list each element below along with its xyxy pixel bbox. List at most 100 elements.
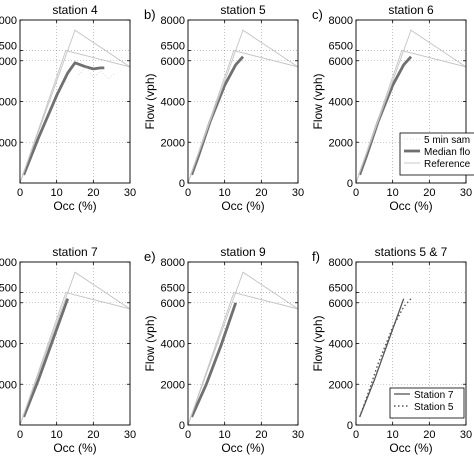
y-tick-label-extra: 6500 [329, 283, 353, 295]
y-tick-label: 000 [0, 379, 17, 391]
x-tick-label: 10 [387, 187, 399, 199]
y-tick-label: 0 [179, 420, 185, 432]
y-tick-label: 000 [0, 56, 17, 68]
panel-title: station 9 [220, 245, 266, 259]
series-line-reference-2 [356, 29, 466, 183]
y-tick-label-extra: 500 [0, 283, 17, 295]
panel-letter: b) [144, 7, 156, 22]
series-line-median-1 [22, 61, 105, 176]
y-tick-label: 000 [0, 298, 17, 310]
legend-label: Reference [424, 159, 471, 170]
y-tick-label: 0 [347, 420, 353, 432]
y-tick-label: 2000 [161, 379, 185, 391]
x-tick-label: 0 [185, 429, 191, 441]
panel-3: 0 10 20 30 0 2000 4000 6000 8000 6500 station 6 c) O… [311, 3, 472, 213]
legend-label: Median flo [424, 147, 471, 158]
legend-label: Station 7 [414, 390, 454, 401]
x-tick-label: 20 [423, 429, 435, 441]
series-line-reference-2 [20, 29, 130, 183]
y-tick-label: 4000 [161, 97, 185, 109]
panel-4: 0 10 20 30 000 000 000 000 500 station 7 Occ (%) [0, 245, 136, 455]
series-line-reference-2 [188, 271, 298, 425]
y-tick-label: 6000 [161, 298, 185, 310]
panel-letter: c) [312, 7, 323, 22]
x-tick-label: 10 [51, 429, 63, 441]
x-tick-label: 30 [124, 429, 136, 441]
x-axis-label: Occ (%) [389, 199, 432, 213]
series-line-reference-3 [20, 292, 130, 425]
series-line-reference-2 [20, 271, 130, 425]
x-axis-label: Occ (%) [53, 199, 96, 213]
y-tick-label-extra: 6500 [329, 41, 353, 53]
series-group [188, 271, 298, 425]
x-tick-label: 0 [353, 187, 359, 199]
y-tick-label: 8000 [161, 257, 185, 269]
x-tick-label: 30 [460, 429, 472, 441]
legend-label: 5 min sam [424, 135, 470, 146]
series-line-median-1 [358, 55, 413, 176]
y-tick-label: 000 [0, 97, 17, 109]
y-tick-label: 000 [0, 339, 17, 351]
x-tick-label: 30 [460, 187, 472, 199]
series-group [356, 29, 466, 183]
x-tick-label: 30 [292, 187, 304, 199]
y-tick-label: 6000 [329, 298, 353, 310]
y-tick-label: 000 [0, 15, 17, 27]
x-tick-label: 10 [51, 187, 63, 199]
x-tick-label: 30 [292, 429, 304, 441]
x-tick-label: 30 [124, 187, 136, 199]
x-tick-label: 0 [353, 429, 359, 441]
x-tick-label: 20 [255, 187, 267, 199]
x-axis-label: Occ (%) [221, 441, 264, 455]
series-line-median-1 [190, 302, 238, 418]
series-line-reference-2 [188, 29, 298, 183]
x-axis-label: Occ (%) [389, 441, 432, 455]
panel-6: 0 10 20 30 0 2000 4000 6000 8000 6500 stations 5 &… [311, 245, 472, 455]
x-tick-label: 10 [219, 187, 231, 199]
legend-box [399, 132, 474, 176]
y-tick-label: 000 [0, 137, 17, 149]
panel-letter: e) [144, 249, 156, 264]
x-tick-label: 20 [87, 187, 99, 199]
y-tick-label: 0 [179, 178, 185, 190]
y-tick-label: 2000 [329, 379, 353, 391]
y-tick-label: 4000 [329, 97, 353, 109]
y-tick-label: 8000 [161, 15, 185, 27]
series-line-samples-4 [78, 66, 116, 80]
panel-title: stations 5 & 7 [375, 245, 448, 259]
y-tick-label: 0 [347, 178, 353, 190]
panel-title: station 7 [52, 245, 98, 259]
series-line-reference-3 [188, 292, 298, 425]
panel-1: 0 10 20 30 000 000 000 000 500 station 4 Occ (%) [0, 3, 136, 213]
panel-letter: f) [312, 249, 320, 264]
x-tick-label: 20 [423, 187, 435, 199]
y-tick-label: 8000 [329, 15, 353, 27]
panel-title: station 4 [52, 3, 98, 17]
y-tick-label-extra: 6500 [161, 283, 185, 295]
panel-title: station 5 [220, 3, 266, 17]
y-tick-label: 4000 [329, 339, 353, 351]
y-axis-label: Flow (vph) [143, 315, 157, 371]
series-group [188, 29, 298, 183]
y-tick-label: 6000 [329, 56, 353, 68]
panel-title: station 6 [388, 3, 434, 17]
y-tick-label-extra: 6500 [161, 41, 185, 53]
series-line-reference-3 [20, 50, 130, 183]
y-axis-label: Flow (vph) [311, 73, 325, 129]
panel-2: 0 10 20 30 0 2000 4000 6000 8000 6500 station 5 b) O… [143, 3, 304, 213]
series-group [359, 298, 412, 418]
series-line-reference-3 [188, 50, 298, 183]
series-line-reference-3 [356, 50, 466, 183]
x-tick-label: 20 [255, 429, 267, 441]
series-group [20, 271, 130, 425]
y-tick-label: 8000 [329, 257, 353, 269]
series-line-dotted-2 [359, 298, 412, 418]
y-tick-label: 4000 [161, 339, 185, 351]
x-tick-label: 10 [387, 429, 399, 441]
legend-label: Station 5 [414, 402, 454, 413]
y-axis-label: Flow (vph) [311, 315, 325, 371]
legend-box [389, 387, 465, 419]
